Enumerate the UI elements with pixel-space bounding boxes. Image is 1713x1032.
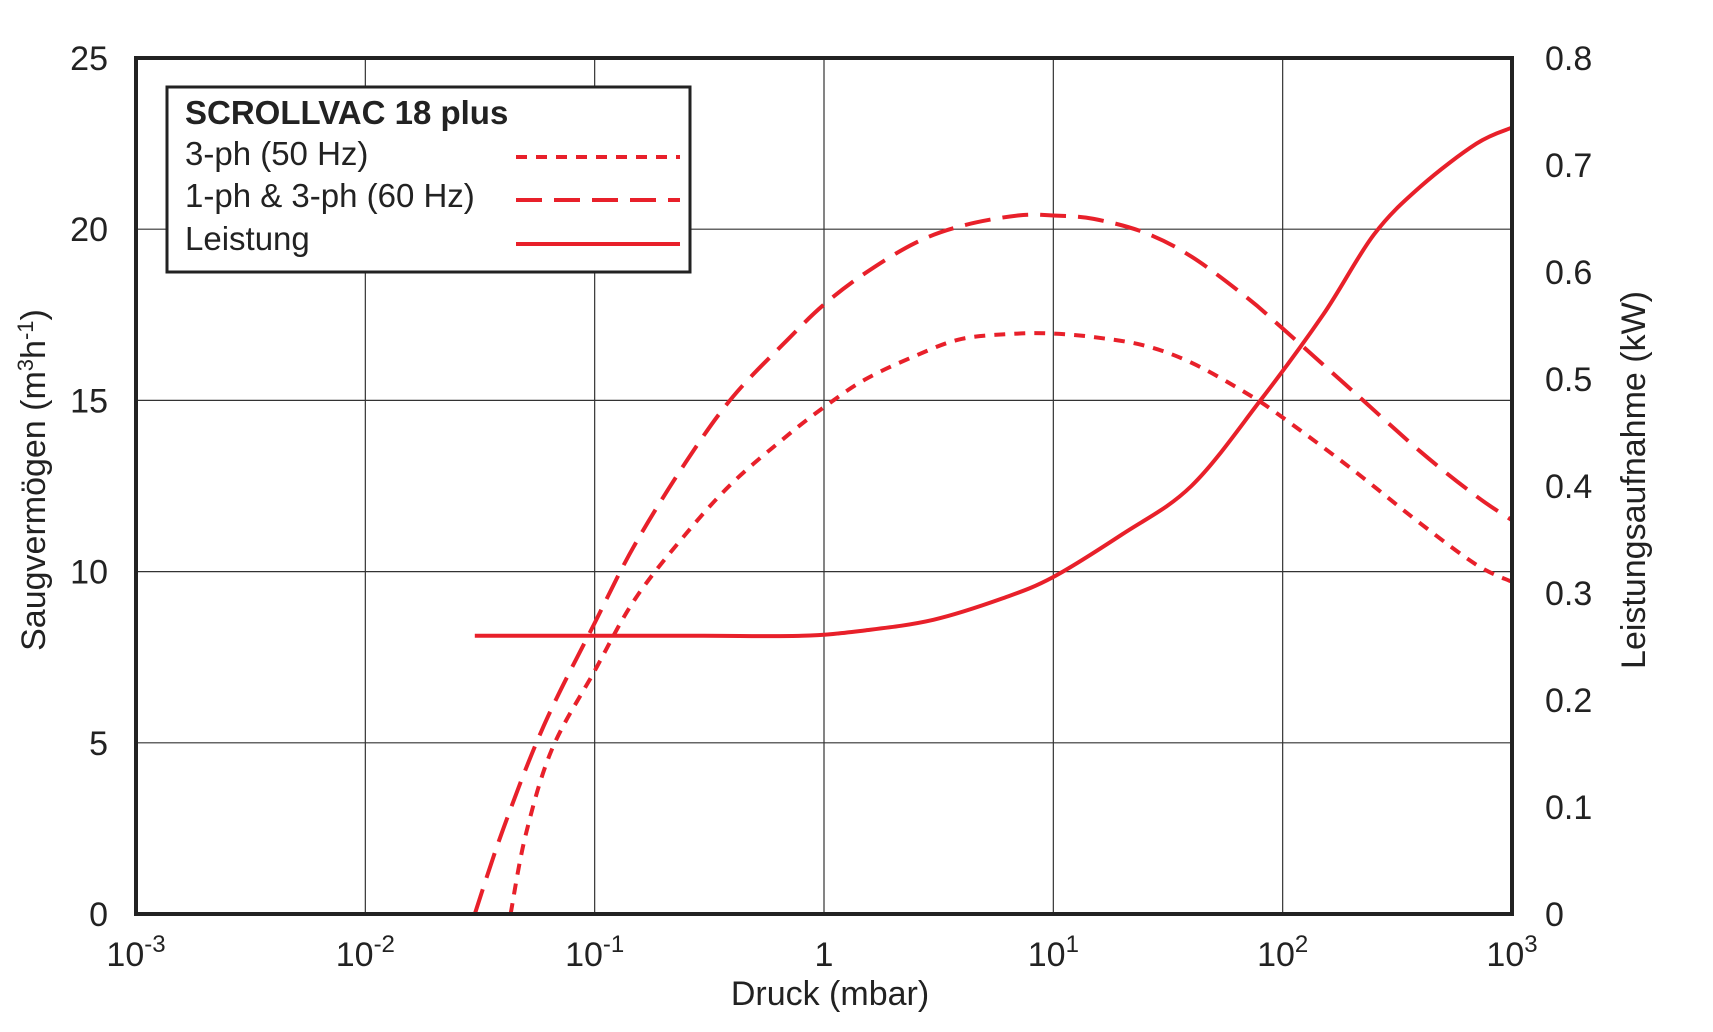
y2-tick-labels: 0 0.1 0.2 0.3 0.4 0.5 0.6 0.7 0.8 bbox=[1545, 40, 1592, 934]
legend-label-60hz: 1-ph & 3-ph (60 Hz) bbox=[185, 177, 475, 214]
series-line-1 bbox=[472, 212, 1514, 915]
series-line-2 bbox=[474, 125, 1513, 639]
x-tick-label: 10-1 bbox=[565, 931, 624, 974]
y2-tick-label: 0.5 bbox=[1545, 361, 1592, 399]
y2-axis-title: Leistungsaufnahme (kW) bbox=[1615, 291, 1653, 669]
x-axis-title: Druck (mbar) bbox=[731, 975, 929, 1013]
y-tick-label: 15 bbox=[70, 382, 108, 420]
y2-tick-label: 0.2 bbox=[1545, 682, 1592, 720]
x-tick-label: 1 bbox=[815, 936, 834, 974]
y2-tick-label: 0.8 bbox=[1545, 40, 1592, 78]
x-tick-label: 102 bbox=[1257, 931, 1308, 974]
x-tick-labels: 10-3 10-2 10-1 1 101 102 103 bbox=[106, 931, 1537, 974]
y2-tick-label: 0.3 bbox=[1545, 575, 1592, 613]
x-tick-label: 10-2 bbox=[336, 931, 395, 974]
y2-tick-label: 0.6 bbox=[1545, 254, 1592, 292]
y-tick-labels: 0 5 10 15 20 25 bbox=[70, 40, 108, 934]
x-tick-label: 10-3 bbox=[106, 931, 165, 974]
y2-tick-label: 0 bbox=[1545, 896, 1564, 934]
legend-label-leistung: Leistung bbox=[185, 220, 310, 257]
y-tick-label: 5 bbox=[89, 725, 108, 763]
y-tick-label: 0 bbox=[89, 896, 108, 934]
legend: SCROLLVAC 18 plus 3-ph (50 Hz) 1-ph & 3-… bbox=[165, 85, 692, 274]
legend-title: SCROLLVAC 18 plus bbox=[185, 94, 508, 131]
x-tick-label: 101 bbox=[1028, 931, 1079, 974]
y2-tick-label: 0.1 bbox=[1545, 789, 1592, 827]
series-line-0 bbox=[508, 331, 1513, 915]
series-group bbox=[472, 125, 1514, 915]
legend-label-3ph-50hz: 3-ph (50 Hz) bbox=[185, 135, 368, 172]
x-tick-label: 103 bbox=[1486, 931, 1537, 974]
legend-box bbox=[165, 85, 692, 274]
y2-tick-label: 0.4 bbox=[1545, 468, 1592, 506]
y-tick-label: 10 bbox=[70, 554, 108, 592]
y-tick-label: 25 bbox=[70, 40, 108, 78]
plot-frame bbox=[134, 56, 1514, 916]
y-axis-title: Saugvermögen (m3h-1) bbox=[13, 309, 53, 651]
y2-tick-label: 0.7 bbox=[1545, 147, 1592, 185]
y-tick-label: 20 bbox=[70, 211, 108, 249]
